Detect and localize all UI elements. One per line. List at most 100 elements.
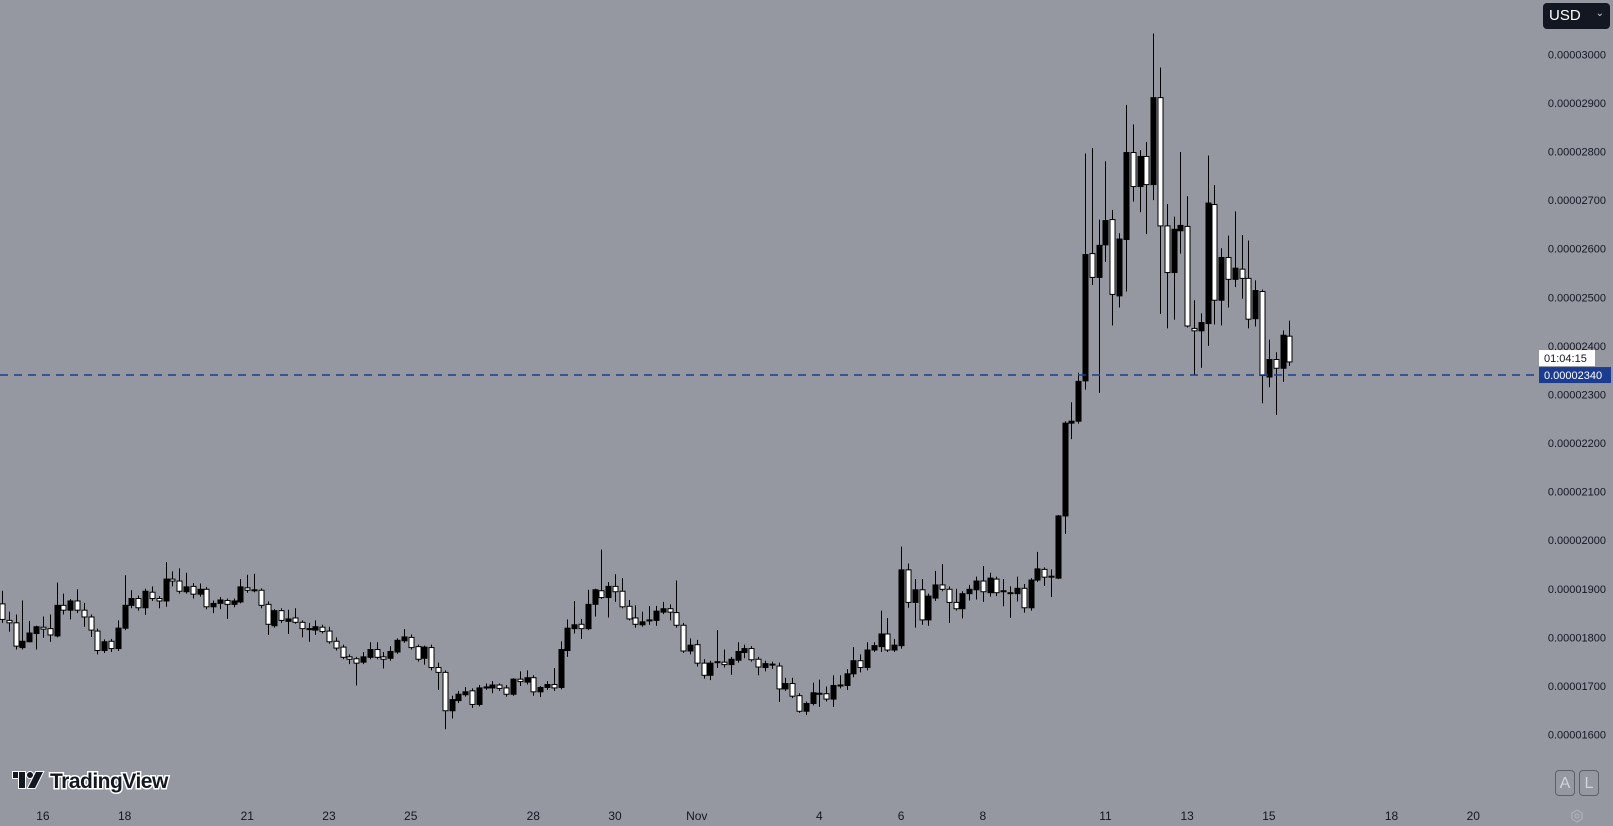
candle-body-down: [47, 628, 54, 636]
time-tick-label: 23: [322, 809, 336, 823]
candle-body-down: [884, 633, 891, 651]
candle: [128, 590, 135, 609]
candle-body-down: [135, 598, 142, 609]
time-axis[interactable]: 16 18 21 23 25 28 30 Nov 4 6 8 11 13 15 18 20: [36, 809, 1480, 823]
candle: [701, 659, 708, 679]
candle: [980, 565, 987, 602]
price-tick-label: 0.00001600: [1548, 730, 1606, 742]
candle-body-down: [612, 585, 619, 593]
candle-body-up: [1007, 592, 1014, 595]
candle-body-down: [496, 684, 503, 689]
candle-body-down: [346, 656, 353, 660]
candle: [47, 614, 54, 642]
log-scale-button[interactable]: L: [1579, 770, 1599, 796]
candle: [605, 582, 612, 618]
price-tick-label: 0.00002600: [1548, 244, 1606, 256]
candle-body-up: [728, 658, 735, 666]
candle: [40, 616, 47, 638]
candle: [496, 683, 503, 691]
candle: [401, 629, 408, 643]
candle-body-up: [605, 585, 612, 599]
price-axis[interactable]: 0.00003000 0.00002900 0.00002800 0.00002700…: [1548, 49, 1606, 741]
candle-body-down: [415, 646, 422, 660]
candle-body-down: [299, 621, 306, 630]
candle: [292, 608, 299, 624]
candle: [864, 642, 871, 671]
candle: [789, 677, 796, 699]
candle-body-down: [1164, 225, 1171, 274]
candle: [19, 600, 26, 650]
logo-text: TradingView: [50, 770, 169, 793]
candle-body-up: [1000, 590, 1007, 593]
candle-body-up: [26, 632, 33, 643]
candle-body-up: [564, 627, 571, 652]
candle: [483, 683, 490, 690]
candle-body-up: [585, 603, 592, 630]
candle: [878, 610, 885, 652]
candle: [612, 574, 619, 602]
candle: [993, 576, 1000, 597]
candle-body-up: [1075, 380, 1082, 422]
candle-body-down: [442, 671, 449, 712]
price-tick-label: 0.00002000: [1548, 535, 1606, 547]
candle-body-down: [88, 616, 95, 631]
candle: [319, 624, 326, 634]
countdown-box: [1539, 350, 1595, 367]
candle-body-down: [939, 584, 946, 590]
candle: [1034, 551, 1041, 583]
price-tick-label: 0.00001900: [1548, 584, 1606, 596]
candle-body-up: [306, 628, 313, 631]
gear-icon[interactable]: [1570, 809, 1584, 823]
candle-body-down: [905, 569, 912, 603]
candle: [673, 580, 680, 628]
candle: [598, 549, 605, 600]
candle: [850, 647, 857, 678]
candle: [74, 589, 81, 614]
candle: [231, 598, 238, 608]
candle-body-down: [721, 661, 728, 666]
candle-body-up: [101, 641, 108, 652]
candle-body-down: [517, 678, 524, 683]
candle: [81, 602, 88, 627]
candle: [489, 681, 496, 694]
candle-body-down: [598, 590, 605, 599]
currency-selector[interactable]: USD ⌄: [1543, 3, 1610, 29]
candle-body-down: [1259, 290, 1266, 377]
candle-body-up: [660, 608, 667, 613]
candle: [1157, 67, 1164, 314]
candle-body-up: [1014, 587, 1021, 595]
candle: [142, 588, 149, 616]
candle-body-down: [1273, 359, 1280, 369]
candle: [714, 630, 721, 668]
auto-scale-button[interactable]: A: [1555, 770, 1575, 796]
candle-body-down: [292, 617, 299, 623]
candle: [374, 642, 381, 660]
candle: [932, 570, 939, 601]
candle: [367, 642, 374, 660]
candle: [1109, 209, 1116, 326]
candle-body-up: [387, 650, 394, 659]
candle-body-down: [694, 644, 701, 664]
candle-body-up: [844, 673, 851, 686]
candle-body-up: [639, 621, 646, 626]
candle: [823, 686, 830, 702]
candle: [237, 579, 244, 604]
candle: [326, 626, 333, 644]
time-tick-label: 30: [608, 809, 622, 823]
candle: [524, 670, 531, 685]
price-tick-label: 0.00002700: [1548, 195, 1606, 207]
candle: [530, 675, 537, 696]
candle: [1007, 586, 1014, 618]
candle: [741, 644, 748, 659]
candle: [1000, 579, 1007, 607]
time-tick-label: 21: [241, 809, 255, 823]
candle: [122, 575, 129, 631]
candle-body-up: [210, 602, 217, 608]
candle: [203, 586, 210, 610]
candle: [442, 670, 449, 730]
tradingview-logo[interactable]: TradingView: [10, 766, 180, 796]
candle: [449, 695, 456, 719]
price-tick-label: 0.00002100: [1548, 487, 1606, 499]
candle: [1259, 289, 1266, 404]
